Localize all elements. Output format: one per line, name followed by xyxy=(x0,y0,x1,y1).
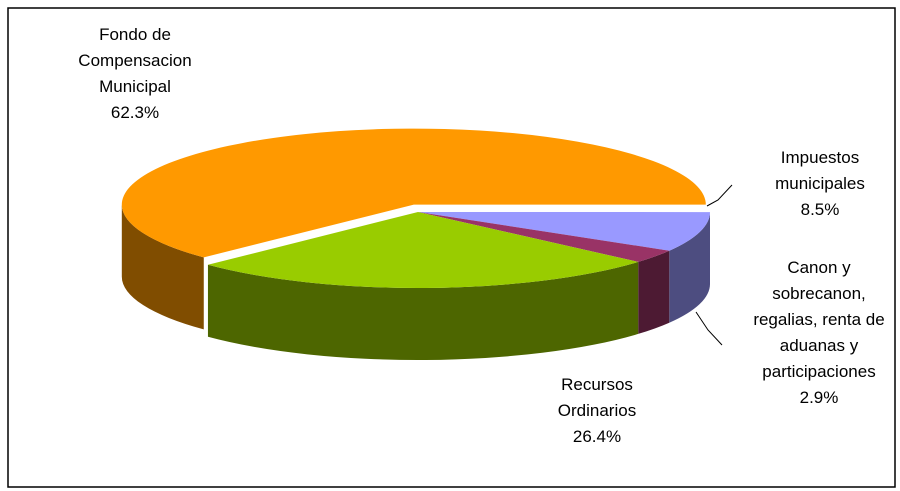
value-label: 8.5% xyxy=(800,200,840,219)
slice xyxy=(121,128,706,258)
slice-side xyxy=(121,204,204,330)
category-label: Fondo de Compensacion Municipal xyxy=(78,25,192,96)
value-label: 62.3% xyxy=(110,103,160,122)
category-label: Canon y sobrecanon, regalias, renta de a… xyxy=(753,258,885,381)
category-label: Recursos Ordinarios xyxy=(557,375,637,420)
category-label: Impuestos municipales xyxy=(775,148,865,193)
slice-side xyxy=(207,261,639,360)
slice-side xyxy=(669,212,710,323)
value-label: 2.9% xyxy=(799,388,839,407)
value-label: 26.4% xyxy=(572,427,622,446)
slice-label: Impuestos municipales 8.5% xyxy=(755,145,885,223)
slice xyxy=(418,212,670,262)
slice-label: Fondo de Compensacion Municipal 62.3% xyxy=(55,22,215,126)
slice xyxy=(207,212,639,288)
slice-label: Canon y sobrecanon, regalias, renta de a… xyxy=(740,255,898,411)
pie xyxy=(121,128,710,360)
leader-line xyxy=(706,184,733,207)
slice-label: Recursos Ordinarios 26.4% xyxy=(532,372,662,450)
leader-line xyxy=(695,311,723,346)
slice xyxy=(418,212,710,251)
slice-side xyxy=(638,250,670,334)
